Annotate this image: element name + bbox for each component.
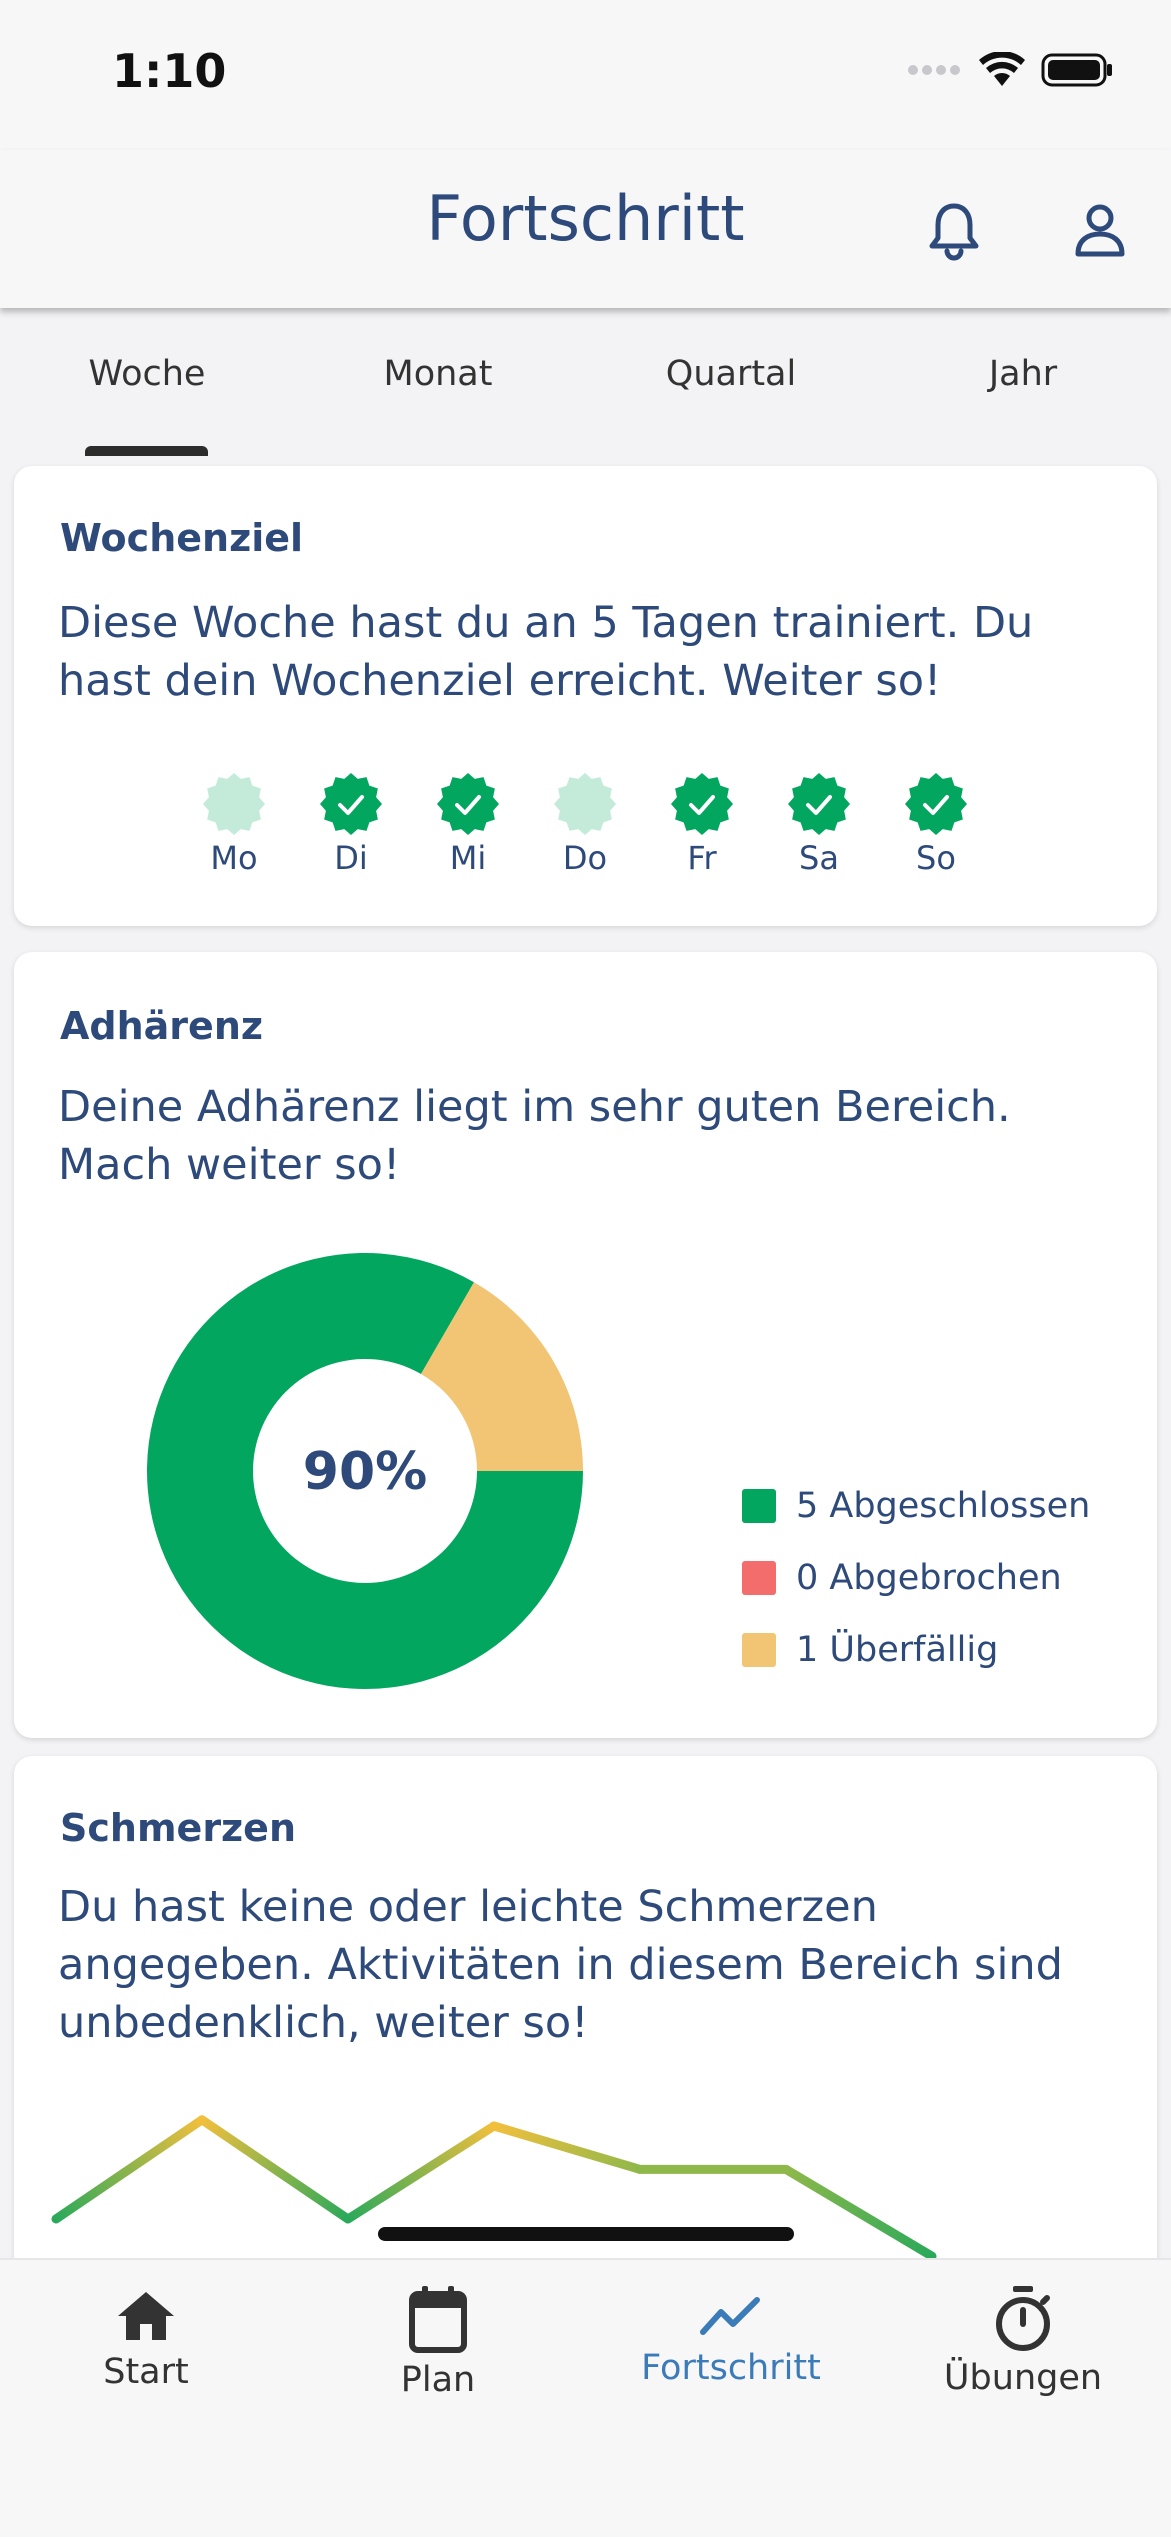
home-indicator [378, 2227, 794, 2241]
legend-swatch [742, 1561, 776, 1595]
check-icon [455, 795, 481, 815]
nav-label: Plan [400, 2360, 476, 2400]
trending-up-icon [700, 2297, 760, 2335]
weekday-badges: Mo Di Mi Do Fr Sa So [189, 771, 989, 881]
badge-open [203, 773, 265, 835]
nav-plan[interactable]: Plan [323, 2284, 553, 2400]
pain-line-segment [489, 2121, 645, 2174]
adherence-donut-chart: 90% [146, 1253, 584, 1689]
legend-swatch [742, 1489, 776, 1523]
day-so: So [891, 771, 981, 877]
legend-item: 5 Abgeschlossen [742, 1486, 1090, 1526]
day-badge-icon [671, 773, 733, 835]
pain-text: Du hast keine oder leichte Schmerzen ang… [58, 1882, 1063, 2048]
nav-start[interactable]: Start [31, 2284, 261, 2392]
tab-jahr[interactable]: Jahr [988, 354, 1058, 394]
calendar-icon [409, 2286, 467, 2353]
day-di: Di [306, 771, 396, 877]
app-header: Fortschritt [0, 150, 1171, 308]
badge-done [437, 773, 499, 835]
tab-woche[interactable]: Woche [88, 354, 206, 394]
badge-done [788, 773, 850, 835]
legend-swatch [742, 1633, 776, 1667]
adherence-card: Adhärenz Deine Adhärenz liegt im sehr gu… [14, 952, 1157, 1738]
pain-title: Schmerzen [60, 1806, 296, 1850]
pain-line-segment [197, 2115, 353, 2224]
donut-slice-überfällig [421, 1282, 583, 1471]
pain-line-segment [51, 2115, 207, 2224]
day-label: Sa [799, 839, 839, 877]
battery-icon [1041, 53, 1112, 87]
donut-slice-abgeschlossen [146, 1253, 584, 1689]
weekly-goal-card: Wochenziel Diese Woche hast du an 5 Tage… [14, 466, 1157, 926]
day-label: Do [562, 839, 608, 877]
check-icon [923, 795, 949, 815]
home-icon [118, 2292, 174, 2340]
day-label: So [916, 839, 956, 877]
badge-open [554, 773, 616, 835]
day-badge-icon [788, 773, 850, 835]
adherence-text: Deine Adhärenz liegt im sehr guten Berei… [58, 1082, 1011, 1190]
tab-quartal[interactable]: Quartal [665, 354, 797, 394]
check-icon [689, 795, 715, 815]
day-label: Mi [449, 839, 487, 877]
day-badge-icon [203, 773, 265, 835]
adherence-title: Adhärenz [60, 1004, 263, 1048]
status-time: 1:10 [112, 44, 227, 98]
legend-label: 0 Abgebrochen [796, 1558, 1062, 1598]
pain-line-segment [781, 2164, 937, 2261]
nav-fortschritt[interactable]: Fortschritt [616, 2284, 846, 2388]
check-icon [806, 795, 832, 815]
pain-line-segment [343, 2121, 499, 2224]
day-label: Mo [210, 839, 258, 877]
pain-line-chart [51, 2115, 937, 2261]
tab-monat[interactable]: Monat [383, 354, 493, 394]
tab-active-indicator [85, 446, 208, 456]
status-icons [907, 52, 1113, 88]
day-badge-icon [905, 773, 967, 835]
day-badge-icon [554, 773, 616, 835]
day-do: Do [540, 771, 630, 877]
day-mo: Mo [189, 771, 279, 877]
badge-done [320, 773, 382, 835]
nav-label: Fortschritt [641, 2348, 821, 2388]
check-icon [338, 795, 364, 815]
page-title: Fortschritt [426, 182, 745, 255]
nav-label: Start [103, 2352, 189, 2392]
signal-icon [908, 65, 960, 75]
wifi-icon [979, 52, 1025, 86]
user-icon[interactable] [1068, 198, 1132, 262]
legend-item: 0 Abgebrochen [742, 1558, 1062, 1598]
legend-label: 5 Abgeschlossen [796, 1486, 1091, 1526]
donut-center-label: 90% [303, 1442, 427, 1502]
badge-done [671, 773, 733, 835]
day-fr: Fr [657, 771, 747, 877]
day-sa: Sa [774, 771, 864, 877]
stopwatch-icon [996, 2286, 1050, 2351]
period-tabs: Woche Monat Quartal Jahr [0, 308, 1171, 456]
pain-card: Schmerzen Du hast keine oder leichte Sch… [14, 1756, 1157, 2316]
weekly-goal-title: Wochenziel [60, 516, 304, 560]
nav-uebungen[interactable]: Übungen [908, 2284, 1138, 2398]
day-label: Fr [687, 839, 717, 877]
badge-done [905, 773, 967, 835]
bottom-navigation: Start Plan Fortschritt Übungen [0, 2258, 1171, 2537]
bell-icon[interactable] [922, 198, 986, 262]
legend-item: 1 Überfällig [742, 1630, 998, 1670]
day-label: Di [334, 839, 368, 877]
nav-label: Übungen [943, 2358, 1103, 2398]
weekly-goal-text: Diese Woche hast du an 5 Tagen trainiert… [58, 598, 1034, 706]
day-badge-icon [437, 773, 499, 835]
legend-label: 1 Überfällig [796, 1630, 999, 1670]
day-badge-icon [320, 773, 382, 835]
status-bar: 1:10 [0, 0, 1171, 150]
day-mi: Mi [423, 771, 513, 877]
